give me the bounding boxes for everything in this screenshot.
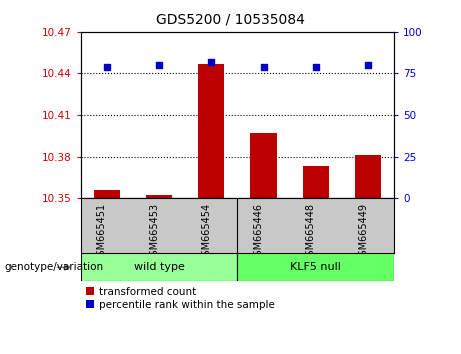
- Bar: [81, 253, 237, 281]
- Text: genotype/variation: genotype/variation: [5, 262, 104, 272]
- Point: [364, 62, 372, 68]
- Bar: [146, 195, 172, 198]
- Bar: [250, 133, 277, 198]
- Text: wild type: wild type: [134, 262, 184, 272]
- Point: [155, 62, 163, 68]
- Text: GSM665449: GSM665449: [358, 202, 368, 262]
- Point: [207, 59, 215, 65]
- Legend: transformed count, percentile rank within the sample: transformed count, percentile rank withi…: [86, 287, 275, 310]
- Text: GSM665451: GSM665451: [97, 202, 107, 262]
- Bar: [237, 253, 394, 281]
- Bar: [198, 64, 225, 198]
- Point: [312, 64, 319, 70]
- Text: GSM665448: GSM665448: [306, 202, 316, 262]
- Point: [260, 64, 267, 70]
- Bar: [355, 155, 381, 198]
- Bar: [303, 166, 329, 198]
- Text: GSM665453: GSM665453: [149, 202, 159, 262]
- Text: GSM665446: GSM665446: [254, 202, 264, 262]
- Text: GDS5200 / 10535084: GDS5200 / 10535084: [156, 12, 305, 27]
- Bar: [94, 190, 120, 198]
- Point: [103, 64, 111, 70]
- Text: GSM665454: GSM665454: [201, 202, 211, 262]
- Text: KLF5 null: KLF5 null: [290, 262, 341, 272]
